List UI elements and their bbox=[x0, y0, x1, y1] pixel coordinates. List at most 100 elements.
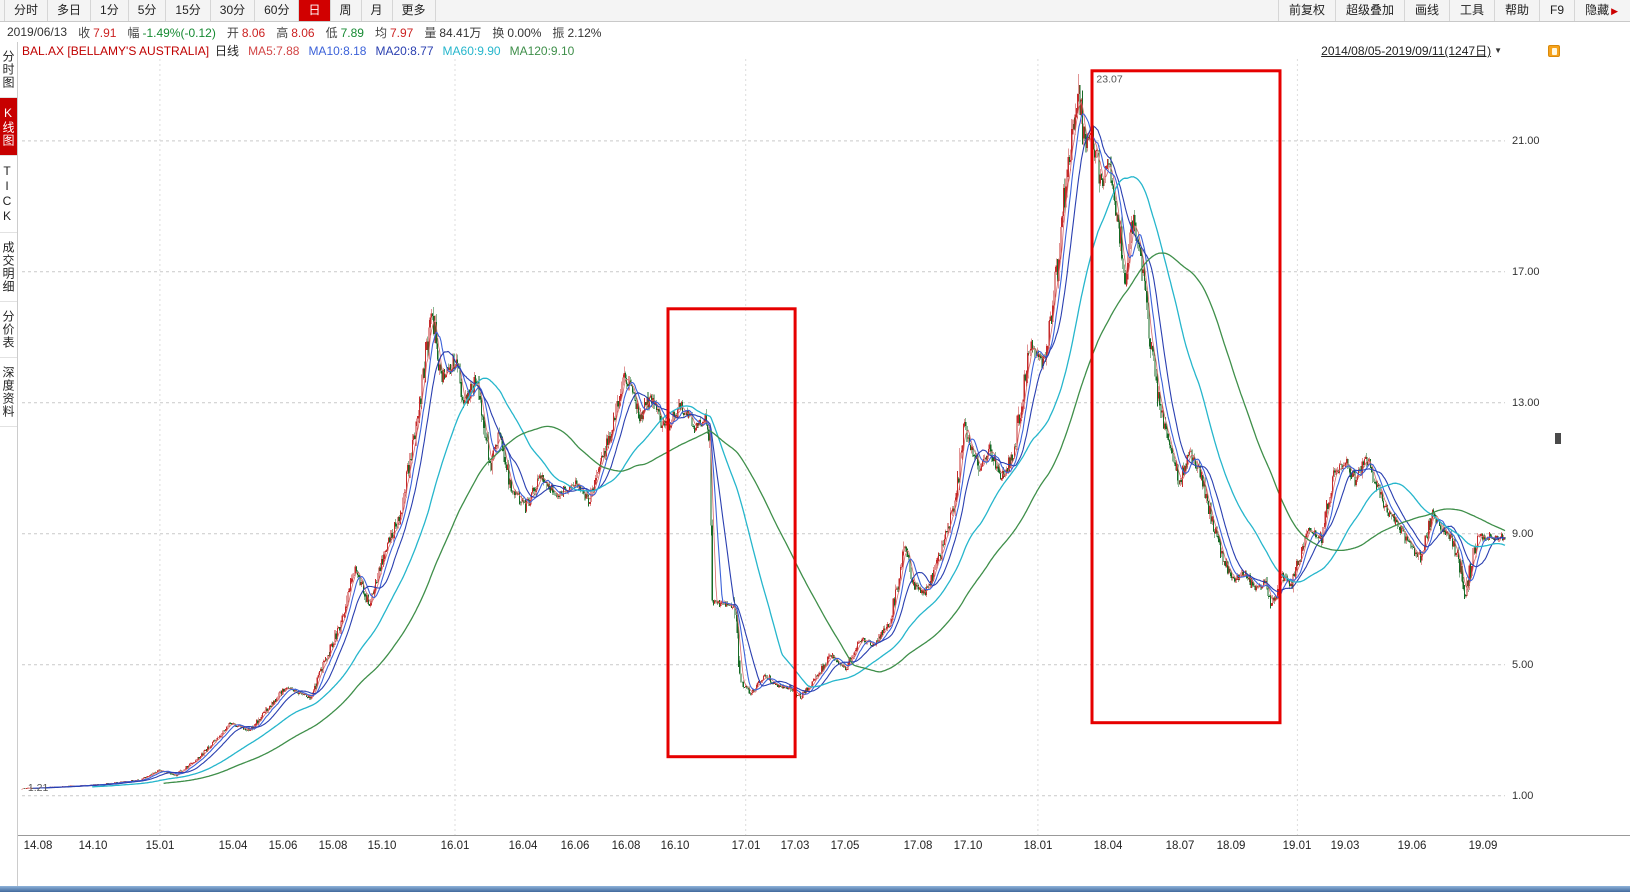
quote-change-label: 幅 bbox=[127, 25, 140, 40]
sidebar-item-depth-info[interactable]: 深度资料 bbox=[0, 358, 17, 427]
x-axis-label: 16.01 bbox=[440, 840, 470, 852]
quote-change-value: -1.49%(-0.12) bbox=[142, 25, 216, 40]
x-axis-label: 15.04 bbox=[218, 840, 248, 852]
annotation-box-1[interactable] bbox=[666, 307, 797, 759]
period-tabs: 分时 多日 1分 5分 15分 30分 60分日周月更多 bbox=[4, 0, 436, 21]
y-axis-label: 17.00 bbox=[1512, 266, 1540, 278]
y-axis-label: 1.00 bbox=[1512, 790, 1534, 802]
x-axis-label: 17.03 bbox=[780, 840, 810, 852]
x-axis-label: 16.10 bbox=[660, 840, 690, 852]
period-tab-5min[interactable]: 5分 bbox=[129, 0, 167, 21]
date-range-link[interactable]: 2014/08/05-2019/09/11(1247日) bbox=[1321, 44, 1492, 58]
x-axis-label: 17.08 bbox=[903, 840, 933, 852]
x-axis-label: 17.05 bbox=[830, 840, 860, 852]
axis-drag-handle[interactable] bbox=[1555, 433, 1561, 444]
x-axis-label: 15.01 bbox=[145, 840, 175, 852]
period-tab-more[interactable]: 更多 bbox=[393, 0, 436, 21]
x-axis-label: 18.04 bbox=[1093, 840, 1123, 852]
kline-chart-svg[interactable]: 1.21 23.07 bbox=[18, 59, 1630, 835]
ma20-line bbox=[44, 126, 1506, 789]
x-axis-label: 16.08 bbox=[611, 840, 641, 852]
tools-button[interactable]: 工具 bbox=[1449, 0, 1494, 21]
period-tab-1min[interactable]: 1分 bbox=[91, 0, 129, 21]
y-axis-label: 5.00 bbox=[1512, 659, 1534, 671]
x-axis-label: 19.06 bbox=[1397, 840, 1427, 852]
ma-lines bbox=[26, 100, 1506, 789]
price-marker-label-1: 1.21 bbox=[28, 782, 49, 794]
forward-adjust-button[interactable]: 前复权 bbox=[1277, 0, 1335, 21]
x-axis-label: 15.08 bbox=[318, 840, 348, 852]
quote-date: 2019/06/13 bbox=[7, 25, 68, 39]
sidebar-item-tick[interactable]: TICK bbox=[0, 156, 17, 233]
sidebar-item-kline-chart[interactable]: K线图 bbox=[0, 98, 17, 156]
quote-low-label: 低 bbox=[325, 25, 338, 40]
quote-turnover-label: 换 bbox=[492, 25, 505, 40]
super-overlay-button[interactable]: 超级叠加 bbox=[1334, 0, 1404, 21]
quote-open-label: 开 bbox=[226, 25, 239, 40]
candles bbox=[21, 73, 1506, 790]
period-tab-15min[interactable]: 15分 bbox=[166, 0, 211, 21]
quote-open-value: 8.06 bbox=[241, 25, 266, 40]
quote-close-value: 7.91 bbox=[93, 25, 117, 40]
price-marker-label-2: 23.07 bbox=[1096, 74, 1122, 86]
sidebar-item-time-chart[interactable]: 分时图 bbox=[0, 42, 17, 98]
x-axis-label: 14.08 bbox=[23, 840, 53, 852]
period-tab-minute[interactable]: 分时 bbox=[4, 0, 49, 21]
draw-line-button[interactable]: 画线 bbox=[1404, 0, 1449, 21]
ma60-line bbox=[92, 176, 1506, 788]
quote-turnover-value: 0.00% bbox=[507, 25, 542, 40]
quote-volume-label: 量 bbox=[424, 25, 437, 40]
sidebar-item-price-table[interactable]: 分价表 bbox=[0, 302, 17, 358]
period-tab-daily[interactable]: 日 bbox=[299, 0, 331, 21]
ma20-legend: MA20:8.77 bbox=[375, 43, 434, 58]
x-axis-label: 17.01 bbox=[731, 840, 761, 852]
f9-button[interactable]: F9 bbox=[1539, 0, 1574, 21]
gridlines bbox=[22, 59, 1505, 835]
ma5-legend: MA5:7.88 bbox=[248, 43, 300, 58]
period-tab-30min[interactable]: 30分 bbox=[211, 0, 256, 21]
hide-arrow-icon: ▶ bbox=[1611, 6, 1618, 16]
x-axis-label: 18.09 bbox=[1216, 840, 1246, 852]
x-axis-label: 18.07 bbox=[1165, 840, 1195, 852]
caret-down-icon[interactable]: ▼ bbox=[1494, 46, 1502, 55]
quote-volume-value: 84.41万 bbox=[439, 25, 482, 40]
x-axis-label: 15.10 bbox=[367, 840, 397, 852]
chart-area[interactable]: 1.21 23.07 21.00 17.00 13.00 9.00 5.00 1.00 bbox=[18, 59, 1630, 835]
top-toolbar: 分时 多日 1分 5分 15分 30分 60分日周月更多 前复权 超级叠加 画线 工具 帮助 F9 隐藏… bbox=[0, 0, 1630, 22]
quote-amplitude-label: 振 bbox=[552, 25, 565, 40]
x-axis-label: 19.09 bbox=[1468, 840, 1498, 852]
x-axis-label: 18.01 bbox=[1023, 840, 1053, 852]
hide-button[interactable]: 隐藏 ▶ bbox=[1574, 0, 1628, 21]
quote-high-value: 8.06 bbox=[291, 25, 315, 40]
quote-low-value: 7.89 bbox=[340, 25, 364, 40]
symbol-name: BAL.AX [BELLAMY'S AUSTRALIA] bbox=[22, 43, 210, 58]
period-tab-60min[interactable]: 60分 bbox=[255, 0, 300, 21]
chart-panel: BAL.AX [BELLAMY'S AUSTRALIA] 日线 MA5:7.88… bbox=[18, 42, 1630, 886]
ma60-legend: MA60:9.90 bbox=[442, 43, 501, 58]
toolbar-spacer bbox=[436, 0, 1278, 21]
help-button[interactable]: 帮助 bbox=[1494, 0, 1539, 21]
sidebar-item-trade-detail[interactable]: 成交明细 bbox=[0, 233, 17, 302]
x-axis: 14.08 14.10 15.01 15.04 15.06 15.08 15.10 16.01… bbox=[18, 835, 1630, 859]
period-label: 日线 bbox=[215, 44, 240, 58]
y-axis-label: 9.00 bbox=[1512, 528, 1534, 540]
toolbar-actions: 前复权 超级叠加 画线 工具 帮助 F9 隐藏 ▶ bbox=[1277, 0, 1628, 21]
quote-close-label: 收 bbox=[78, 25, 91, 40]
quote-info-bar: 2019/06/13 收 7.91 幅 -1.49%(-0.12) 开 8.06 高 8.06… bbox=[0, 22, 1630, 42]
period-tab-multi-day[interactable]: 多日 bbox=[48, 0, 92, 21]
x-axis-label: 17.10 bbox=[953, 840, 983, 852]
period-tab-monthly[interactable]: 月 bbox=[362, 0, 393, 21]
annotation-box-2[interactable] bbox=[1090, 69, 1282, 725]
period-tab-weekly[interactable]: 周 bbox=[331, 0, 362, 21]
window-bottom-edge bbox=[0, 886, 1630, 892]
quote-amplitude-value: 2.12% bbox=[567, 25, 602, 40]
x-axis-label: 16.06 bbox=[560, 840, 590, 852]
x-axis-label: 14.10 bbox=[78, 840, 108, 852]
quote-high-label: 高 bbox=[276, 25, 289, 40]
y-axis-label: 21.00 bbox=[1512, 135, 1540, 147]
quote-avg-value: 7.97 bbox=[389, 25, 414, 40]
ma10-line bbox=[32, 113, 1505, 789]
pin-icon[interactable] bbox=[1548, 44, 1560, 57]
x-axis-label: 19.03 bbox=[1330, 840, 1360, 852]
